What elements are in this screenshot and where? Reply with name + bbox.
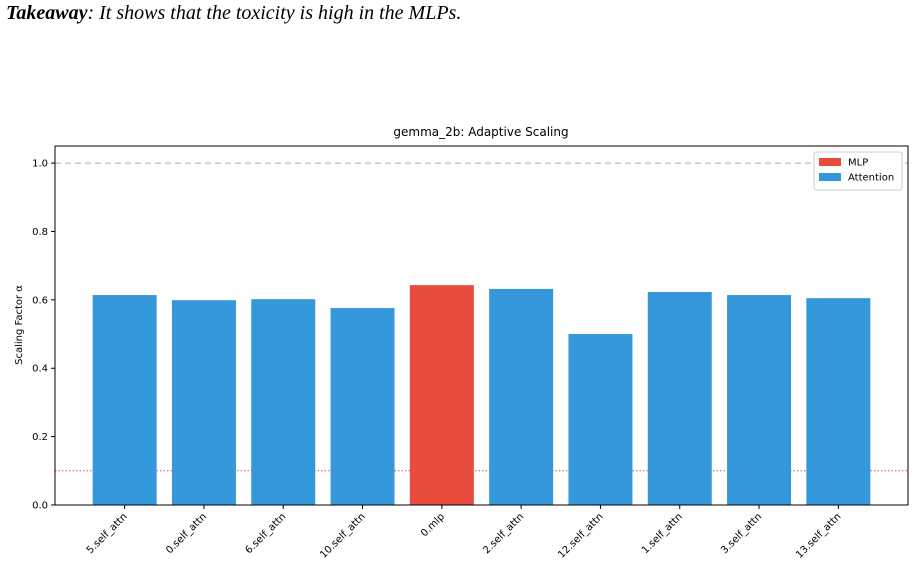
chart-title: gemma_2b: Adaptive Scaling [393,125,568,139]
y-tick-label: 0.8 [32,227,48,238]
x-tick-label: 0.self_attn [164,511,209,556]
takeaway: Takeaway: It shows that the toxicity is … [6,2,461,25]
bar [727,295,792,505]
bar [568,334,633,505]
x-tick-label: 3.self_attn [719,511,764,556]
x-tick-label: 1.self_attn [640,511,685,556]
takeaway-text: : It shows that the toxicity is high in … [87,2,462,24]
legend-swatch [819,158,841,166]
bar [647,291,712,505]
y-axis-label: Scaling Factor α [14,285,25,365]
bar [92,295,157,505]
legend-label: MLP [848,158,868,169]
x-tick-label: 13.self_attn [794,511,843,560]
x-tick-label: 2.self_attn [481,511,526,556]
takeaway-label: Takeaway [6,2,88,24]
legend-swatch [819,173,841,181]
bar [806,298,871,505]
bar [489,288,554,505]
y-tick-label: 0.0 [32,501,48,512]
x-tick-label: 5.self_attn [85,511,130,556]
y-tick-label: 0.6 [32,295,48,306]
x-tick-label: 10.self_attn [318,511,367,560]
bar [251,299,316,505]
legend-label: Attention [848,173,894,184]
y-tick-label: 0.2 [32,432,48,443]
plot-frame [54,145,909,506]
x-tick-label: 6.self_attn [243,511,288,556]
bar [330,308,395,505]
x-tick-label: 0.mlp [419,511,447,539]
y-tick-label: 0.4 [32,364,48,375]
x-tick-label: 12.self_attn [556,511,605,560]
bar [409,285,474,505]
y-tick-label: 1.0 [32,159,48,170]
bar [171,300,236,505]
